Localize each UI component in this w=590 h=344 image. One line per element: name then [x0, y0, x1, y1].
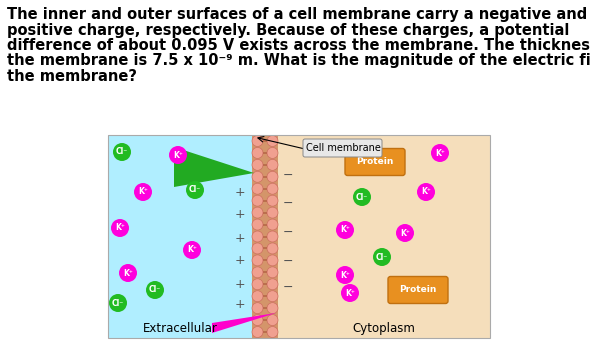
- Circle shape: [252, 171, 263, 182]
- Text: K⁺: K⁺: [421, 187, 431, 196]
- Text: K⁺: K⁺: [115, 224, 125, 233]
- Text: +: +: [235, 299, 245, 312]
- Circle shape: [111, 219, 129, 237]
- Text: K⁺: K⁺: [340, 226, 350, 235]
- Text: +: +: [235, 185, 245, 198]
- Circle shape: [252, 315, 263, 325]
- Text: Cl⁻: Cl⁻: [189, 185, 201, 194]
- Circle shape: [267, 315, 278, 325]
- Text: K⁺: K⁺: [173, 151, 183, 160]
- Circle shape: [113, 143, 131, 161]
- FancyBboxPatch shape: [345, 149, 405, 175]
- Circle shape: [252, 183, 263, 194]
- Bar: [108, 135, 490, 338]
- Text: positive charge, respectively. Because of these charges, a potential: positive charge, respectively. Because o…: [7, 22, 569, 37]
- Circle shape: [396, 224, 414, 242]
- Circle shape: [267, 291, 278, 302]
- Text: K⁺: K⁺: [435, 149, 445, 158]
- Text: +: +: [235, 208, 245, 222]
- Circle shape: [373, 248, 391, 266]
- Circle shape: [267, 136, 278, 147]
- Circle shape: [252, 148, 263, 158]
- Circle shape: [252, 326, 263, 337]
- Circle shape: [417, 183, 435, 201]
- Circle shape: [252, 279, 263, 290]
- Circle shape: [267, 207, 278, 218]
- Text: the membrane?: the membrane?: [7, 69, 137, 84]
- Circle shape: [341, 284, 359, 302]
- Text: −: −: [283, 169, 293, 182]
- Circle shape: [267, 183, 278, 194]
- Circle shape: [252, 243, 263, 254]
- Circle shape: [267, 219, 278, 230]
- Text: difference of about 0.095 V exists across the membrane. The thickness of: difference of about 0.095 V exists acros…: [7, 38, 590, 53]
- Circle shape: [109, 294, 127, 312]
- Circle shape: [267, 195, 278, 206]
- Circle shape: [252, 291, 263, 302]
- Text: −: −: [283, 255, 293, 268]
- Text: Cl⁻: Cl⁻: [356, 193, 368, 202]
- Circle shape: [336, 266, 354, 284]
- Text: K⁺: K⁺: [123, 269, 133, 278]
- Bar: [252, 135, 278, 338]
- Circle shape: [252, 207, 263, 218]
- FancyBboxPatch shape: [303, 139, 382, 157]
- Circle shape: [267, 231, 278, 242]
- Text: Cl⁻: Cl⁻: [112, 299, 124, 308]
- Text: K⁺: K⁺: [400, 228, 410, 237]
- Circle shape: [431, 144, 449, 162]
- Text: K⁺: K⁺: [138, 187, 148, 196]
- Bar: [108, 135, 252, 338]
- Text: K⁺: K⁺: [187, 246, 197, 255]
- Text: Cl⁻: Cl⁻: [149, 286, 161, 294]
- Text: the membrane is 7.5 x 10⁻⁹ m. What is the magnitude of the electric field in: the membrane is 7.5 x 10⁻⁹ m. What is th…: [7, 54, 590, 68]
- Circle shape: [252, 303, 263, 314]
- Circle shape: [336, 221, 354, 239]
- Circle shape: [146, 281, 164, 299]
- FancyBboxPatch shape: [388, 277, 448, 303]
- Text: The inner and outer surfaces of a cell membrane carry a negative and: The inner and outer surfaces of a cell m…: [7, 7, 587, 22]
- Polygon shape: [174, 147, 254, 187]
- Circle shape: [169, 146, 187, 164]
- Text: K⁺: K⁺: [345, 289, 355, 298]
- Text: +: +: [235, 255, 245, 268]
- Text: Cytoplasm: Cytoplasm: [353, 322, 415, 335]
- Circle shape: [252, 195, 263, 206]
- Circle shape: [252, 136, 263, 147]
- Text: Extracellular: Extracellular: [143, 322, 218, 335]
- Circle shape: [267, 326, 278, 337]
- Polygon shape: [212, 313, 276, 333]
- Circle shape: [267, 171, 278, 182]
- Circle shape: [134, 183, 152, 201]
- Circle shape: [252, 255, 263, 266]
- Circle shape: [252, 219, 263, 230]
- Circle shape: [252, 267, 263, 278]
- Text: Cl⁻: Cl⁻: [116, 148, 128, 157]
- Text: +: +: [235, 232, 245, 245]
- Circle shape: [183, 241, 201, 259]
- Circle shape: [267, 279, 278, 290]
- Circle shape: [252, 231, 263, 242]
- Text: +: +: [235, 278, 245, 290]
- Text: −: −: [283, 226, 293, 238]
- Circle shape: [267, 267, 278, 278]
- Text: Cell membrane: Cell membrane: [306, 143, 381, 153]
- Circle shape: [267, 243, 278, 254]
- Text: Protein: Protein: [356, 158, 394, 166]
- Text: K⁺: K⁺: [340, 270, 350, 279]
- Circle shape: [267, 148, 278, 158]
- Circle shape: [267, 303, 278, 314]
- Circle shape: [267, 159, 278, 170]
- Circle shape: [119, 264, 137, 282]
- Text: −: −: [283, 196, 293, 209]
- Circle shape: [353, 188, 371, 206]
- Circle shape: [186, 181, 204, 199]
- Bar: [278, 135, 490, 338]
- Circle shape: [252, 159, 263, 170]
- Text: Protein: Protein: [399, 286, 437, 294]
- Circle shape: [267, 255, 278, 266]
- Text: −: −: [283, 280, 293, 293]
- Text: Cl⁻: Cl⁻: [376, 252, 388, 261]
